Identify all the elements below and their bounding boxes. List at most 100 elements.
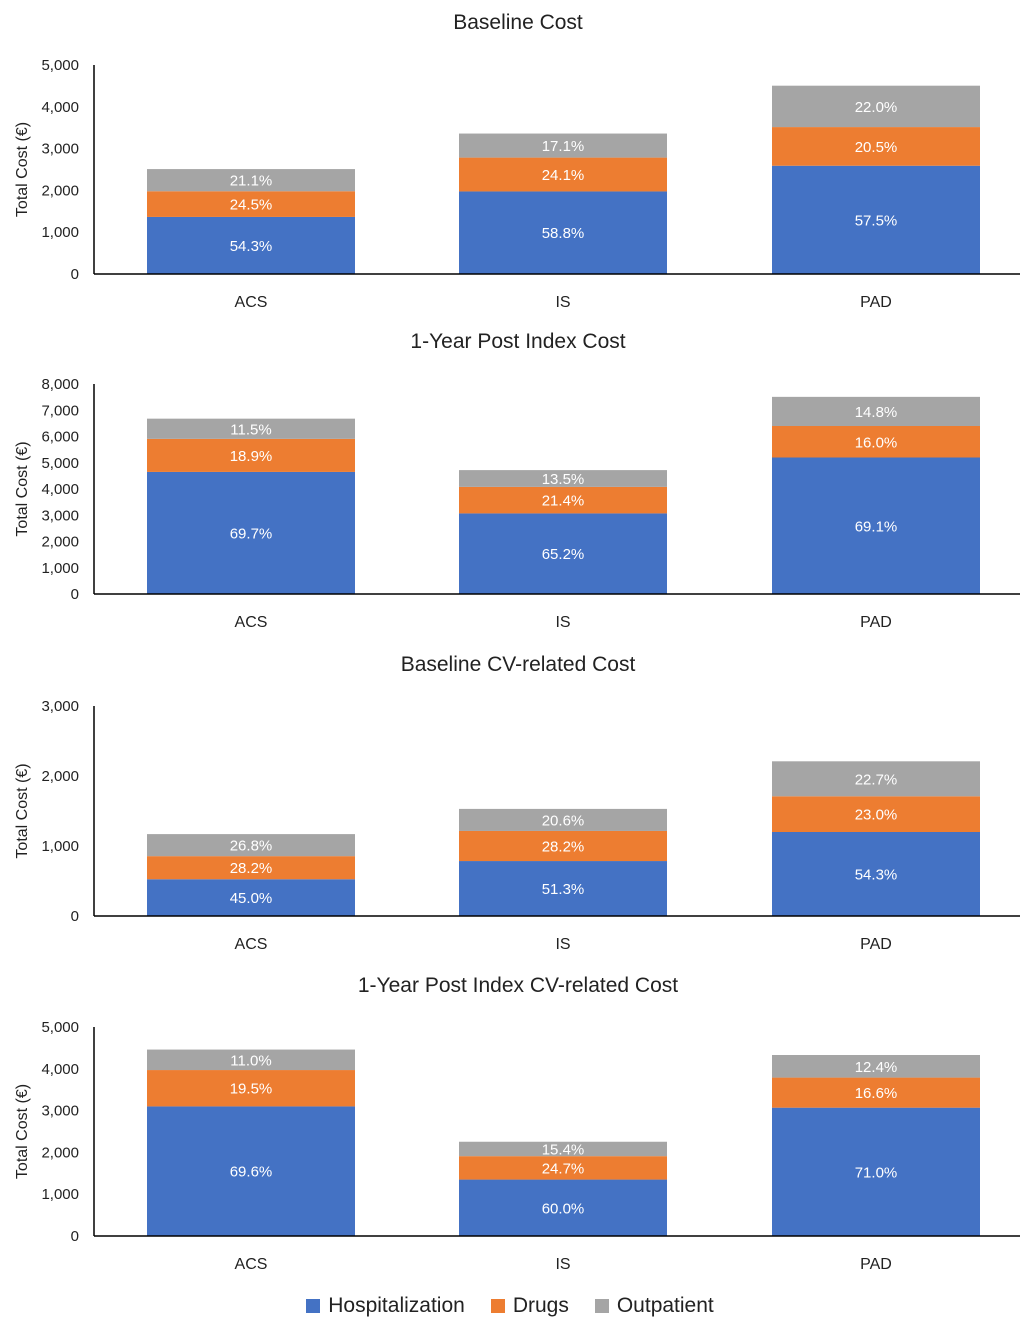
- chart-4-title: 1-Year Post Index CV-related Cost: [358, 974, 678, 997]
- chart-2-data-label-is-outpatient: 13.5%: [542, 471, 585, 488]
- chart-3-data-label-is-hospitalization: 51.3%: [542, 881, 585, 898]
- chart-4-y-tick-label: 3,000: [41, 1103, 79, 1120]
- chart-1-data-label-is-hospitalization: 58.8%: [542, 225, 585, 242]
- chart-3-y-tick-label: 1,000: [41, 838, 79, 855]
- chart-1-data-label-pad-hospitalization: 57.5%: [855, 212, 898, 229]
- chart-2-bar-is-hospitalization: [459, 513, 667, 594]
- chart-3-x-tick-label-acs: ACS: [235, 936, 268, 953]
- chart-1-data-label-pad-outpatient: 22.0%: [855, 99, 898, 116]
- chart-3-bar-acs-outpatient: [147, 834, 355, 857]
- chart-2-bar-pad-hospitalization: [772, 457, 980, 594]
- chart-2-data-label-acs-drugs: 18.9%: [230, 448, 273, 465]
- chart-3-bar-pad-hospitalization: [772, 832, 980, 916]
- chart-3-bar-is-outpatient: [459, 808, 667, 831]
- chart-1-x-tick-label-acs: ACS: [235, 294, 268, 311]
- chart-4-data-label-pad-outpatient: 12.4%: [855, 1059, 898, 1076]
- chart-1-bar-is-hospitalization: [459, 191, 667, 274]
- chart-3-bar-is-drugs: [459, 830, 667, 862]
- chart-2-y-tick-label: 4,000: [41, 481, 79, 498]
- chart-2-data-label-pad-hospitalization: 69.1%: [855, 518, 898, 535]
- chart-1-y-axis-label: Total Cost (€): [14, 122, 31, 217]
- chart-3-bar-acs-drugs: [147, 856, 355, 880]
- chart-4-bar-acs-outpatient: [147, 1049, 355, 1071]
- chart-4-data-label-pad-drugs: 16.6%: [855, 1085, 898, 1102]
- chart-2-y-tick-label: 0: [71, 586, 79, 603]
- chart-1-x-tick-label-pad: PAD: [860, 294, 892, 311]
- chart-4-y-tick-label: 2,000: [41, 1144, 79, 1161]
- chart-4-y-tick-label: 4,000: [41, 1061, 79, 1078]
- chart-4-y-tick-label: 5,000: [41, 1019, 79, 1036]
- chart-4-bar-pad-hospitalization: [772, 1107, 980, 1236]
- legend: Hospitalization Drugs Outpatient: [0, 1294, 1020, 1318]
- chart-3-data-label-is-drugs: 28.2%: [542, 839, 585, 856]
- chart-3-data-label-pad-drugs: 23.0%: [855, 807, 898, 824]
- chart-4-data-label-acs-hospitalization: 69.6%: [230, 1164, 273, 1181]
- chart-2-bar-is-outpatient: [459, 470, 667, 487]
- chart-1-y-tick-label: 2,000: [41, 182, 79, 199]
- chart-3-y-tick-label: 0: [71, 908, 79, 925]
- chart-1-bar-acs-drugs: [147, 191, 355, 217]
- chart-2-x-tick-label-is: IS: [555, 614, 570, 631]
- chart-1-y-tick-label: 1,000: [41, 224, 79, 241]
- chart-1-bar-pad-outpatient: [772, 85, 980, 128]
- chart-4-bar-acs-hospitalization: [147, 1106, 355, 1236]
- chart-1-bar-is-outpatient: [459, 133, 667, 158]
- chart-2-y-tick-label: 7,000: [41, 402, 79, 419]
- chart-2-data-label-pad-drugs: 16.0%: [855, 434, 898, 451]
- chart-1-data-label-acs-outpatient: 21.1%: [230, 173, 273, 190]
- chart-1-title: Baseline Cost: [453, 11, 583, 34]
- chart-2-bar-pad-drugs: [772, 426, 980, 458]
- chart-2-data-label-acs-hospitalization: 69.7%: [230, 525, 273, 542]
- chart-4-bar-pad-outpatient: [772, 1055, 980, 1078]
- chart-3-data-label-pad-outpatient: 22.7%: [855, 771, 898, 788]
- chart-1-data-label-is-outpatient: 17.1%: [542, 138, 585, 155]
- chart-3-x-tick-label-pad: PAD: [860, 936, 892, 953]
- legend-item-outpatient: Outpatient: [594, 1294, 714, 1318]
- chart-2-bar-acs-hospitalization: [147, 471, 355, 594]
- chart-2-bar-acs-outpatient: [147, 418, 355, 439]
- legend-item-hospitalization: Hospitalization: [306, 1294, 465, 1318]
- chart-1-x-tick-label-is: IS: [555, 294, 570, 311]
- chart-1-bar-pad-hospitalization: [772, 165, 980, 274]
- chart-2-bar-pad-outpatient: [772, 396, 980, 426]
- chart-1-data-label-is-drugs: 24.1%: [542, 167, 585, 184]
- chart-4-data-label-acs-drugs: 19.5%: [230, 1081, 273, 1098]
- chart-2-x-tick-label-pad: PAD: [860, 614, 892, 631]
- chart-4-data-label-acs-outpatient: 11.0%: [230, 1052, 271, 1069]
- chart-3-data-label-pad-hospitalization: 54.3%: [855, 867, 898, 884]
- chart-4-bar-is-hospitalization: [459, 1179, 667, 1236]
- chart-2-data-label-is-hospitalization: 65.2%: [542, 546, 585, 563]
- chart-3-bar-is-hospitalization: [459, 861, 667, 916]
- legend-swatch-outpatient: [594, 1299, 609, 1313]
- chart-3-y-axis-label: Total Cost (€): [14, 763, 31, 858]
- legend-label-hospitalization: Hospitalization: [328, 1294, 465, 1317]
- chart-1-y-tick-label: 0: [71, 266, 79, 283]
- legend-item-drugs: Drugs: [490, 1294, 569, 1318]
- chart-2-y-tick-label: 8,000: [41, 376, 79, 393]
- chart-1-bar-pad-drugs: [772, 127, 980, 166]
- chart-3-bar-pad-drugs: [772, 796, 980, 832]
- chart-4-bar-acs-drugs: [147, 1070, 355, 1107]
- chart-3-bar-acs-hospitalization: [147, 879, 355, 916]
- chart-1-y-tick-label: 3,000: [41, 141, 79, 158]
- charts-svg: Baseline Cost Total Cost (€) 0 1,000 2,000 3,…: [14, 11, 1020, 1273]
- chart-2-y-tick-label: 2,000: [41, 534, 79, 551]
- chart-4-bar-is-drugs: [459, 1156, 667, 1180]
- chart-4-data-label-pad-hospitalization: 71.0%: [855, 1164, 898, 1181]
- chart-2-bar-is-drugs: [459, 486, 667, 514]
- chart-2-data-label-acs-outpatient: 11.5%: [230, 421, 271, 438]
- chart-2-data-label-pad-outpatient: 14.8%: [855, 404, 898, 421]
- legend-swatch-drugs: [490, 1299, 505, 1313]
- chart-3-data-label-acs-outpatient: 26.8%: [230, 838, 273, 855]
- chart-4-x-tick-label-pad: PAD: [860, 1256, 892, 1273]
- chart-1-y-tick-label: 4,000: [41, 99, 79, 116]
- chart-4-data-label-is-drugs: 24.7%: [542, 1160, 585, 1177]
- chart-4-y-tick-label: 1,000: [41, 1186, 79, 1203]
- chart-4-data-label-is-outpatient: 15.4%: [542, 1141, 585, 1158]
- chart-1-data-label-acs-hospitalization: 54.3%: [230, 238, 273, 255]
- chart-1-y-tick-label: 5,000: [41, 57, 79, 74]
- chart-2-x-tick-label-acs: ACS: [235, 614, 268, 631]
- legend-swatch-hospitalization: [306, 1299, 321, 1313]
- chart-3-title: Baseline CV-related Cost: [401, 653, 636, 676]
- chart-1-bar-is-drugs: [459, 157, 667, 192]
